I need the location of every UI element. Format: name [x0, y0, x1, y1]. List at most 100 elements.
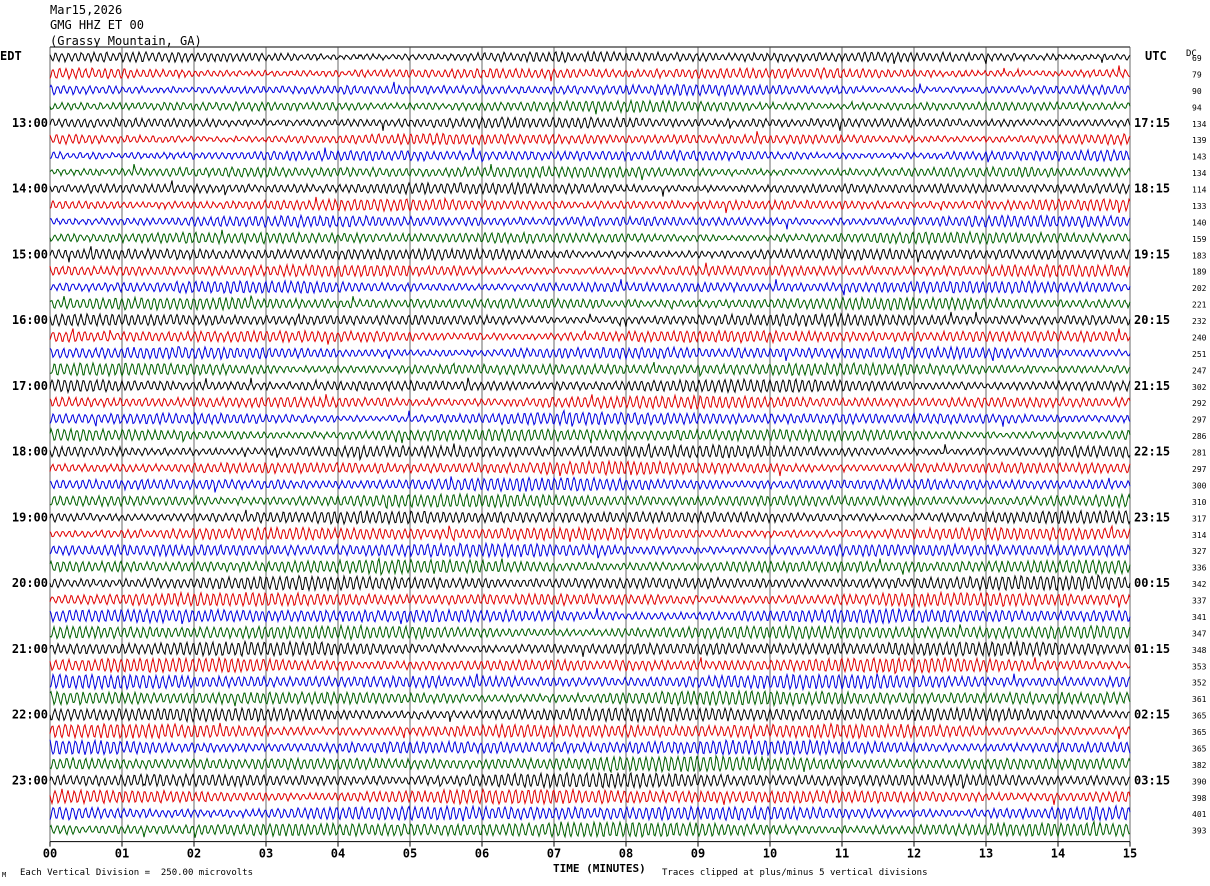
right-hour-label: 02:15	[1134, 708, 1170, 722]
dc-value: 134	[1192, 120, 1207, 129]
dc-value: 143	[1192, 153, 1207, 162]
dc-value: 401	[1192, 810, 1207, 819]
grid-layer	[49, 46, 1131, 847]
trace-line	[49, 722, 1131, 740]
trace-line	[49, 590, 1131, 609]
dc-value: 202	[1192, 284, 1207, 293]
left-hour-label: 21:00	[12, 642, 48, 656]
x-tick-label: 05	[403, 847, 417, 861]
trace-line	[49, 556, 1131, 577]
trace-line	[49, 345, 1131, 362]
dc-value: 317	[1192, 514, 1207, 523]
x-tick-label: 01	[115, 847, 129, 861]
dc-value: 348	[1192, 646, 1207, 655]
trace-line	[49, 738, 1131, 757]
right-hour-label: 18:15	[1134, 182, 1170, 196]
trace-line	[49, 639, 1131, 658]
dc-value: 69	[1192, 54, 1202, 63]
dc-value: 342	[1192, 580, 1207, 589]
x-tick-label: 07	[547, 847, 561, 861]
trace-line	[49, 771, 1131, 790]
trace-line	[49, 295, 1131, 312]
dc-value: 393	[1192, 827, 1207, 836]
dc-value: 327	[1192, 547, 1207, 556]
trace-line	[49, 408, 1131, 427]
dc-value: 341	[1192, 613, 1207, 622]
left-hour-label: 19:00	[12, 510, 48, 524]
right-hour-label: 19:15	[1134, 247, 1170, 261]
left-hour-label: 15:00	[12, 247, 48, 261]
right-hour-label: 23:15	[1134, 510, 1170, 524]
dc-value: 353	[1192, 662, 1207, 671]
trace-line	[49, 115, 1131, 131]
dc-value: 133	[1192, 202, 1207, 211]
dc-value: 347	[1192, 629, 1207, 638]
dc-value: 232	[1192, 317, 1207, 326]
trace-line	[49, 65, 1131, 82]
left-hour-label: 17:00	[12, 379, 48, 393]
trace-line	[49, 246, 1131, 263]
trace-line	[49, 672, 1131, 692]
dc-value: 286	[1192, 432, 1207, 441]
dc-value: 310	[1192, 498, 1207, 507]
x-tick-label: 09	[691, 847, 705, 861]
dc-value: 365	[1192, 744, 1207, 753]
trace-line	[49, 393, 1131, 410]
dc-value: 140	[1192, 218, 1207, 227]
trace-line	[49, 98, 1131, 115]
dc-value: 189	[1192, 268, 1207, 277]
dc-value: 398	[1192, 794, 1207, 803]
trace-line	[49, 279, 1131, 296]
trace-line	[49, 213, 1131, 230]
dc-value: 134	[1192, 169, 1207, 178]
trace-line	[49, 50, 1131, 65]
dc-value: 139	[1192, 136, 1207, 145]
right-hour-label: 01:15	[1134, 642, 1170, 656]
trace-line	[49, 427, 1131, 444]
left-hour-label: 14:00	[12, 182, 48, 196]
x-tick-label: 06	[475, 847, 489, 861]
x-tick-label: 15	[1123, 847, 1137, 861]
trace-line	[49, 524, 1131, 542]
left-hour-label: 22:00	[12, 708, 48, 722]
dc-value: 251	[1192, 350, 1207, 359]
dc-value: 297	[1192, 465, 1207, 474]
trace-line	[49, 623, 1131, 642]
dc-value: 297	[1192, 416, 1207, 425]
x-tick-label: 02	[187, 847, 201, 861]
header-date: Mar15,2026	[50, 3, 123, 17]
x-tick-label: 04	[331, 847, 345, 861]
dc-value: 352	[1192, 679, 1207, 688]
trace-line	[49, 81, 1131, 98]
trace-line	[49, 377, 1131, 395]
dc-header: DC	[1186, 49, 1197, 59]
dc-value: 361	[1192, 695, 1207, 704]
trace-line	[49, 573, 1131, 593]
left-hour-label: 16:00	[12, 313, 48, 327]
trace-line	[49, 229, 1131, 246]
trace-line	[49, 804, 1131, 822]
left-hour-label: 13:00	[12, 116, 48, 130]
trace-line	[49, 754, 1131, 774]
right-timezone-label: UTC	[1145, 49, 1167, 63]
header-location: (Grassy Mountain, GA)	[50, 34, 202, 48]
dc-value: 90	[1192, 87, 1202, 96]
trace-line	[49, 328, 1131, 345]
left-hour-label: 20:00	[12, 576, 48, 590]
trace-line	[49, 819, 1131, 839]
trace-line	[49, 509, 1131, 526]
x-tick-label: 00	[43, 847, 57, 861]
x-axis-label: TIME (MINUTES)	[553, 862, 646, 875]
header-station: GMG HHZ ET 00	[50, 18, 144, 32]
dc-value: 79	[1192, 70, 1202, 79]
trace-line	[49, 476, 1131, 493]
dc-value: 382	[1192, 761, 1207, 770]
x-tick-label: 13	[979, 847, 993, 861]
dc-value: 94	[1192, 103, 1202, 112]
right-hour-label: 17:15	[1134, 116, 1170, 130]
left-hour-label: 18:00	[12, 445, 48, 459]
left-hour-label: 23:00	[12, 773, 48, 787]
trace-line	[49, 262, 1131, 279]
trace-line	[49, 361, 1131, 378]
